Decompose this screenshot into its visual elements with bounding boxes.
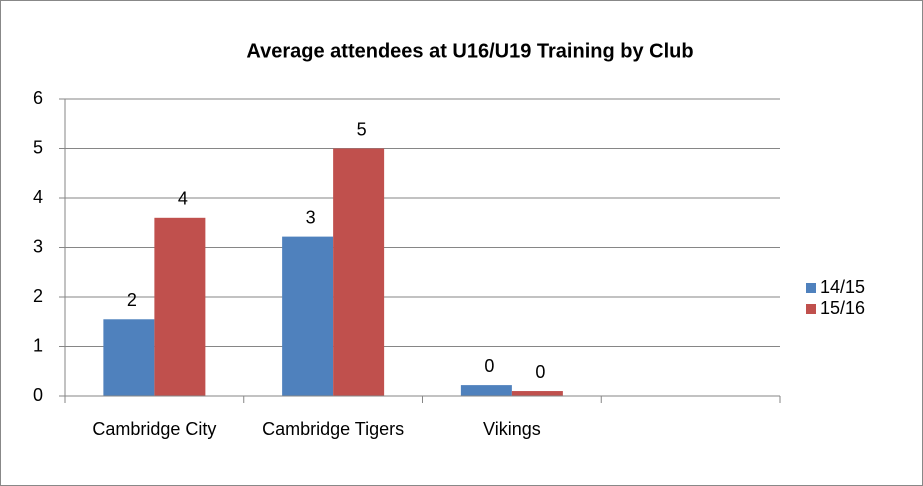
y-tick-label: 6 [33, 88, 43, 108]
legend-swatch [806, 304, 816, 314]
bar [460, 385, 512, 396]
data-label: 4 [178, 189, 188, 209]
data-label: 0 [535, 362, 545, 382]
bar [282, 236, 334, 396]
bar [511, 391, 563, 396]
data-label: 3 [306, 207, 316, 227]
x-tick-label: Cambridge City [92, 419, 216, 439]
y-tick-label: 4 [33, 187, 43, 207]
x-tick-label: Vikings [483, 419, 541, 439]
y-tick-label: 2 [33, 286, 43, 306]
data-label: 0 [484, 356, 494, 376]
legend-swatch [806, 283, 816, 293]
y-tick-label: 5 [33, 137, 43, 157]
y-tick-label: 0 [33, 385, 43, 405]
bar [154, 217, 206, 396]
data-label: 2 [127, 290, 137, 310]
bar [333, 148, 385, 396]
x-tick-label: Cambridge Tigers [262, 419, 404, 439]
bar [103, 319, 155, 396]
y-tick-label: 3 [33, 236, 43, 256]
y-tick-label: 1 [33, 335, 43, 355]
data-label: 5 [357, 119, 367, 139]
legend-label: 15/16 [820, 298, 865, 318]
legend-label: 14/15 [820, 277, 865, 297]
chart-title: Average attendees at U16/U19 Training by… [246, 40, 693, 62]
